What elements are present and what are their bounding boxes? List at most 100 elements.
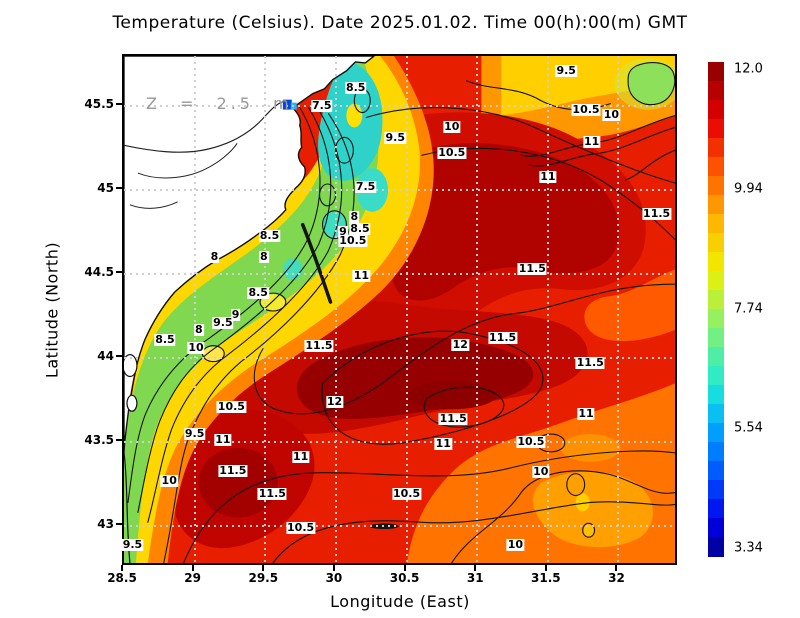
colorbar-step <box>708 480 724 500</box>
x-tick-label: 31 <box>466 571 484 585</box>
gridline <box>124 357 675 360</box>
contour-label: 10.5 <box>571 102 601 116</box>
colorbar <box>708 62 724 557</box>
y-axis-title: Latitude (North) <box>42 241 62 379</box>
colorbar-step <box>708 195 724 215</box>
x-tick-mark <box>615 565 618 571</box>
contour-label: 11 <box>352 268 370 282</box>
colorbar-step <box>708 271 724 291</box>
y-tick-label: 45.5 <box>84 97 114 112</box>
contour-label: 12 <box>325 394 344 408</box>
y-tick-mark <box>116 103 122 106</box>
colorbar-step <box>708 100 724 120</box>
contour-label: 8.5 <box>349 221 371 235</box>
x-tick-label: 29.5 <box>248 571 279 585</box>
colorbar-step <box>708 404 724 424</box>
contour-label: 7.5 <box>311 99 333 113</box>
contour-label: 11 <box>214 433 232 447</box>
y-tick-label: 44 <box>97 349 114 364</box>
contour-label: 9 <box>230 307 241 321</box>
contour-label: 11.5 <box>488 331 518 345</box>
gridline <box>546 56 549 563</box>
contour-label: 12 <box>451 337 469 351</box>
colorbar-tick-label: 12.0 <box>734 61 763 77</box>
colorbar-step <box>708 176 724 196</box>
y-tick-label: 43.5 <box>84 433 114 448</box>
colorbar-tick-label: 7.74 <box>734 301 763 316</box>
colorbar-step <box>708 157 724 177</box>
contour-label: 10.5 <box>516 435 546 449</box>
contour-label: 11.5 <box>218 463 248 477</box>
gridline <box>124 189 675 192</box>
contour-label: 10.5 <box>216 399 246 413</box>
contour-label: 9.5 <box>183 426 206 440</box>
contour-label: 10 <box>602 107 621 121</box>
x-tick-mark <box>332 565 335 571</box>
gridline <box>124 441 675 444</box>
contour-label: 9.5 <box>121 537 144 551</box>
colorbar-step <box>708 309 724 329</box>
map-plot: 8.5 7.5 9.5 10.5 10 10 9.5 10.5 11 11 11.5 7.5 8 9 8.5… <box>121 54 677 565</box>
x-tick-label: 30.5 <box>389 571 420 585</box>
colorbar-step <box>708 518 724 538</box>
colorbar-step <box>708 81 724 101</box>
colorbar-step <box>708 347 724 367</box>
contour-label: 8.5 <box>258 228 281 242</box>
contour-label: 10.5 <box>391 487 422 501</box>
gridline <box>405 56 408 563</box>
colorbar-step <box>708 499 724 519</box>
colorbar-step <box>708 214 724 234</box>
contour-label: 11 <box>582 134 601 148</box>
contour-label: 9.5 <box>212 315 234 329</box>
contour-label: 11.5 <box>257 487 287 501</box>
x-tick-label: 28.5 <box>107 571 137 585</box>
x-tick-label: 31.5 <box>531 571 561 585</box>
gridline <box>193 56 196 563</box>
contour-label: 9.5 <box>555 64 577 78</box>
contour-label: 11 <box>434 436 452 450</box>
chart-title: Temperature (Celsius). Date 2025.01.02. … <box>112 13 688 33</box>
contour-label: 8 <box>349 210 360 224</box>
contour-label: 10 <box>160 473 178 487</box>
gridline <box>124 525 675 528</box>
y-tick-mark <box>116 187 122 190</box>
contour-label: 10.5 <box>437 146 467 160</box>
contour-label: 8 <box>259 250 269 264</box>
contour-label: 10 <box>532 465 550 479</box>
y-tick-label: 43 <box>97 517 114 532</box>
contour-label: 11 <box>577 406 595 420</box>
contour-label: 9.5 <box>384 131 406 145</box>
x-tick-label: 30 <box>325 571 343 585</box>
colorbar-tick-label: 3.34 <box>734 540 763 556</box>
y-tick-mark <box>116 355 122 358</box>
contour-label: 10.5 <box>286 520 316 534</box>
contour-label: 11 <box>291 450 310 464</box>
y-tick-label: 45 <box>97 181 114 196</box>
contour-label: 11.5 <box>517 262 547 276</box>
depth-annotation: Z = 2.5 m <box>146 94 293 113</box>
colorbar-step <box>708 290 724 310</box>
colorbar-step <box>708 252 724 272</box>
colorbar-step <box>708 537 724 557</box>
contour-label: 9 <box>338 225 348 239</box>
gridline <box>476 56 479 563</box>
contour-label: 10.5 <box>338 233 368 247</box>
colorbar-step <box>708 233 724 253</box>
colorbar-step <box>708 328 724 348</box>
x-tick-label: 32 <box>608 571 625 585</box>
x-axis-title: Longitude (East) <box>330 592 470 611</box>
y-tick-mark <box>116 439 122 442</box>
contour-label: 10 <box>506 537 524 551</box>
contour-label: 8.5 <box>154 332 176 346</box>
contour-label: 11.5 <box>438 411 468 425</box>
colorbar-step <box>708 138 724 158</box>
y-tick-label: 44.5 <box>84 265 114 280</box>
colorbar-tick-label: 5.54 <box>734 420 763 436</box>
x-tick-mark <box>262 565 265 571</box>
contour-label: 8 <box>194 322 204 336</box>
x-tick-mark <box>474 565 477 571</box>
contour-label: 11 <box>539 169 557 183</box>
colorbar-step <box>708 366 724 386</box>
contour-label: 8 <box>209 250 220 264</box>
